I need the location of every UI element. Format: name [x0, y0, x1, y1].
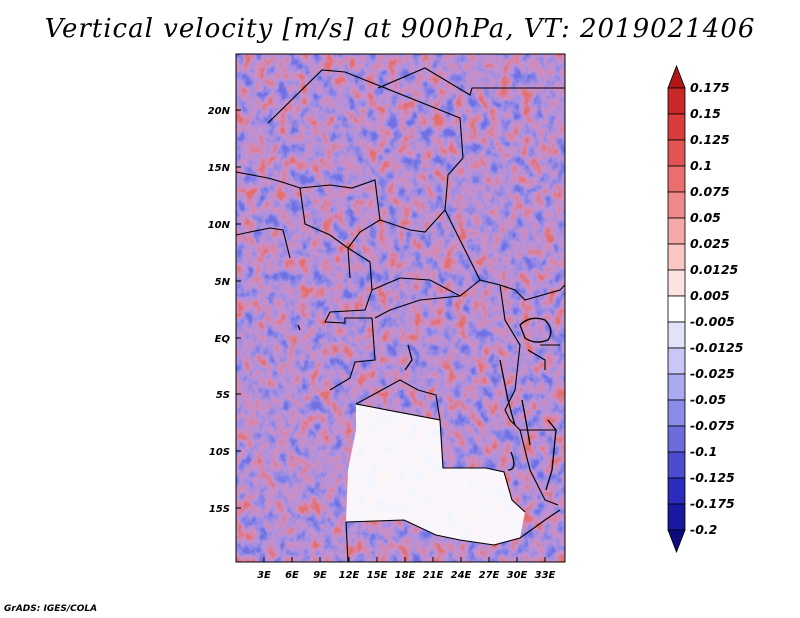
colorbar-label-2: 0.125 — [690, 132, 730, 147]
lon-ticks — [263, 557, 546, 562]
colorbar-segment — [667, 165, 686, 193]
colorbar-label-7: 0.0125 — [690, 262, 739, 277]
colorbar-segment — [667, 529, 686, 554]
colorbar-segment — [667, 191, 686, 219]
colorbar-label-9: -0.005 — [690, 314, 735, 329]
lat-label-15s: 15S — [209, 504, 230, 515]
lon-label-27e: 27E — [479, 570, 500, 581]
colorbar — [667, 64, 686, 554]
colorbar-segment — [667, 64, 686, 89]
colorbar-segment — [667, 217, 686, 245]
lon-label-24e: 24E — [451, 570, 472, 581]
lon-label-15e: 15E — [367, 570, 388, 581]
colorbar-labels: 0.175 0.15 0.125 0.1 0.075 0.05 0.025 0.… — [690, 80, 744, 537]
lon-label-33e: 33E — [535, 570, 556, 581]
colorbar-label-10: -0.0125 — [690, 340, 744, 355]
colorbar-segment — [667, 451, 686, 479]
colorbar-label-14: -0.1 — [690, 444, 717, 459]
colorbar-label-3: 0.1 — [690, 158, 712, 173]
colorbar-segment — [667, 373, 686, 401]
lon-label-30e: 30E — [507, 570, 528, 581]
colorbar-segment — [667, 425, 686, 453]
lon-label-6e: 6E — [285, 570, 299, 581]
lon-label-3e: 3E — [257, 570, 271, 581]
lat-label-eq: EQ — [215, 334, 231, 345]
neutral-region-south — [346, 404, 525, 545]
colorbar-label-11: -0.025 — [690, 366, 735, 381]
colorbar-segment — [667, 295, 686, 323]
colorbar-segment — [667, 243, 686, 271]
colorbar-label-12: -0.05 — [690, 392, 726, 407]
colorbar-label-6: 0.025 — [690, 236, 730, 251]
colorbar-segment — [667, 503, 686, 531]
lat-label-15n: 15N — [208, 163, 231, 174]
colorbar-segment — [667, 477, 686, 505]
lat-label-10s: 10S — [209, 447, 230, 458]
colorbar-label-17: -0.2 — [690, 522, 717, 537]
grads-credit: GrADS: IGES/COLA — [4, 604, 98, 614]
lon-label-9e: 9E — [313, 570, 327, 581]
lat-label-5s: 5S — [216, 390, 230, 401]
colorbar-label-0: 0.175 — [690, 80, 730, 95]
colorbar-segment — [667, 269, 686, 297]
colorbar-label-15: -0.125 — [690, 470, 735, 485]
map-area — [236, 54, 565, 562]
lat-label-5n: 5N — [215, 277, 231, 288]
lon-label-18e: 18E — [395, 570, 416, 581]
colorbar-segment — [667, 113, 686, 141]
colorbar-label-1: 0.15 — [690, 106, 721, 121]
colorbar-label-13: -0.075 — [690, 418, 735, 433]
lon-labels: 3E 6E 9E 12E 15E 18E 21E 24E 27E 30E 33E — [257, 570, 555, 581]
colorbar-segment — [667, 87, 686, 115]
colorbar-segment — [667, 399, 686, 427]
colorbar-segment — [667, 347, 686, 375]
lat-label-10n: 10N — [208, 220, 231, 231]
country-borders — [236, 67, 565, 562]
colorbar-label-5: 0.05 — [690, 210, 721, 225]
lon-label-21e: 21E — [423, 570, 444, 581]
colorbar-label-4: 0.075 — [690, 184, 730, 199]
colorbar-segment — [667, 321, 686, 349]
map-frame — [235, 53, 566, 563]
lat-labels: 20N 15N 10N 5N EQ 5S 10S 15S — [208, 106, 231, 515]
colorbar-segment — [667, 139, 686, 167]
lakes — [297, 317, 557, 491]
lon-label-12e: 12E — [339, 570, 360, 581]
colorbar-label-8: 0.005 — [690, 288, 730, 303]
lat-label-20n: 20N — [208, 106, 231, 117]
lat-ticks — [236, 109, 241, 509]
colorbar-label-16: -0.175 — [690, 496, 735, 511]
map-title: Vertical velocity [m/s] at 900hPa, VT: 2… — [44, 14, 756, 44]
